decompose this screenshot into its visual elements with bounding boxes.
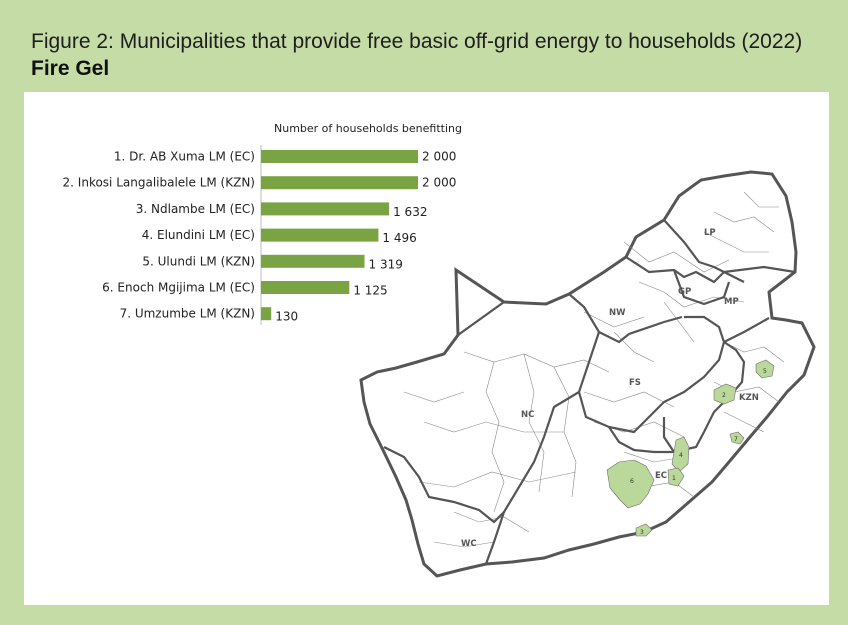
municipality-7-area: [729, 431, 745, 445]
municipality-4-area: [671, 436, 690, 473]
province-label-fs: FS: [629, 378, 641, 388]
map-number-7: 7: [734, 436, 738, 443]
map-number-5: 5: [763, 368, 767, 375]
category-label-6: 6. Enoch Mgijima LM (EC): [102, 281, 255, 295]
province-label-wc: WC: [461, 539, 477, 549]
province-label-kzn: KZN: [739, 393, 759, 403]
value-label-5: 1 319: [369, 257, 403, 271]
value-label-6: 1 125: [353, 284, 387, 298]
province-labels: LP GP MP NW FS KZN NC EC WC: [461, 228, 759, 549]
bar-3: [261, 202, 390, 216]
bar-2: [261, 176, 418, 190]
highlight-numbers: 6 4 1 2 5 7 3: [630, 368, 767, 536]
category-label-5: 5. Ulundi LM (KZN): [142, 254, 255, 268]
map-number-3: 3: [640, 529, 644, 536]
province-label-nc: NC: [521, 410, 534, 420]
figure-subtitle: Fire Gel: [31, 57, 110, 80]
municipality-2-area: [713, 383, 737, 405]
municipality-5-area: [755, 359, 775, 379]
category-label-4: 4. Elundini LM (EC): [142, 228, 255, 242]
map-number-6: 6: [630, 478, 634, 485]
bar-6: [261, 281, 350, 294]
province-label-lp: LP: [704, 228, 716, 238]
value-label-7: 130: [275, 310, 298, 324]
chart-title: Number of households benefitting: [274, 122, 462, 135]
value-label-2: 2 000: [422, 176, 456, 190]
map-number-4: 4: [679, 452, 683, 459]
province-label-gp: GP: [678, 287, 691, 297]
figure-svg: Number of households benefitting 1. Dr. …: [63, 122, 816, 578]
bar-chart: Number of households benefitting 1. Dr. …: [63, 122, 462, 325]
bar-1: [261, 150, 418, 163]
bar-7: [261, 307, 272, 321]
country-outline: [359, 170, 816, 578]
bar-4: [261, 228, 379, 242]
map-number-2: 2: [722, 392, 726, 399]
highlighted-municipalities: [606, 359, 775, 537]
value-label-4: 1 496: [382, 231, 416, 245]
province-label-ec: EC: [655, 471, 667, 481]
category-label-7: 7. Umzumbe LM (KZN): [120, 307, 255, 321]
category-label-2: 2. Inkosi Langalibalele LM (KZN): [63, 176, 255, 190]
municipality-1-area: [667, 467, 685, 487]
municipality-3-area: [635, 523, 653, 537]
province-boundaries: [383, 219, 796, 565]
category-label-1: 1. Dr. AB Xuma LM (EC): [114, 150, 255, 164]
bar-5: [261, 254, 365, 268]
province-label-nw: NW: [609, 308, 626, 318]
map-number-1: 1: [672, 475, 676, 482]
value-label-3: 1 632: [393, 205, 427, 219]
municipality-6-area: [606, 459, 655, 509]
value-label-1: 2 000: [422, 150, 456, 164]
south-africa-map: 6 4 1 2 5 7 3 LP GP MP NW FS KZN NC EC W…: [359, 170, 816, 578]
category-label-3: 3. Ndlambe LM (EC): [136, 202, 255, 216]
figure-title: Figure 2: Municipalities that provide fr…: [31, 30, 803, 53]
figure-panel: Number of households benefitting 1. Dr. …: [24, 92, 829, 605]
province-label-mp: MP: [724, 297, 739, 307]
bars-group: 1. Dr. AB Xuma LM (EC) 2 000 2. Inkosi Lan…: [63, 150, 457, 324]
